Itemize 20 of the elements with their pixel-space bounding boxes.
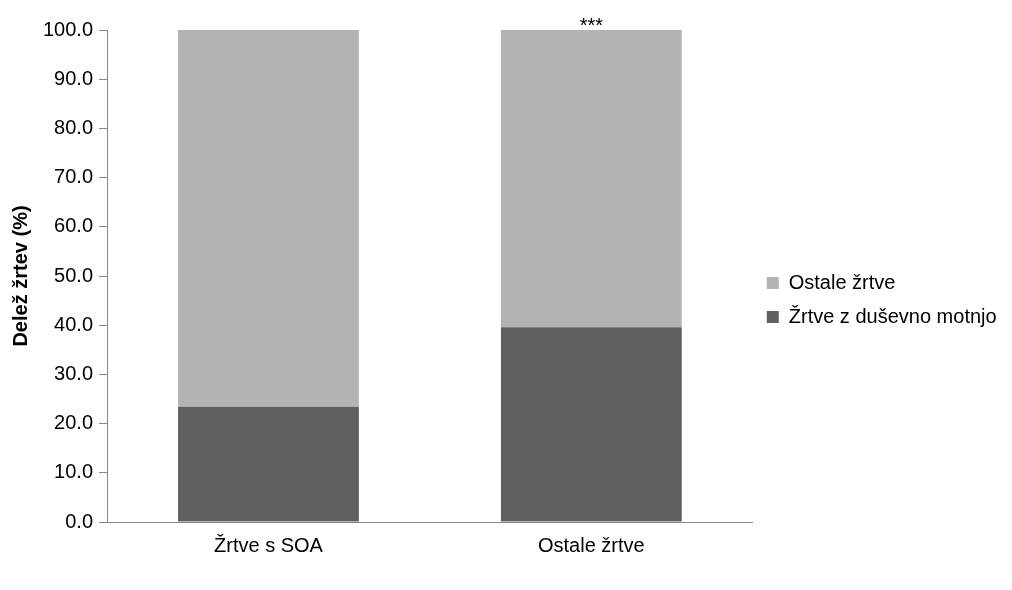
bar [500,327,682,522]
y-tick-label: 100.0 [42,17,94,40]
bar [178,30,359,407]
y-tick-label: 60.0 [54,214,94,237]
bar [500,30,682,328]
y-tick-label: 20.0 [54,411,94,434]
legend-label: Ostale žrtve [788,270,896,293]
y-tick-label: 90.0 [54,66,94,89]
annotation: *** [579,13,604,36]
y-tick-label: 40.0 [54,312,94,335]
bar [178,406,359,522]
x-tick-label: Žrtve s SOA [214,533,324,556]
legend-label: Žrtve z duševno motnjo [788,304,997,327]
y-tick-label: 50.0 [54,263,94,286]
y-tick-label: 0.0 [65,509,94,532]
y-tick-label: 30.0 [54,361,94,384]
y-axis-title: Delež žrtev (%) [8,205,31,347]
y-tick-label: 70.0 [54,165,94,188]
y-tick-label: 80.0 [54,115,94,138]
y-tick-label: 10.0 [54,460,94,483]
